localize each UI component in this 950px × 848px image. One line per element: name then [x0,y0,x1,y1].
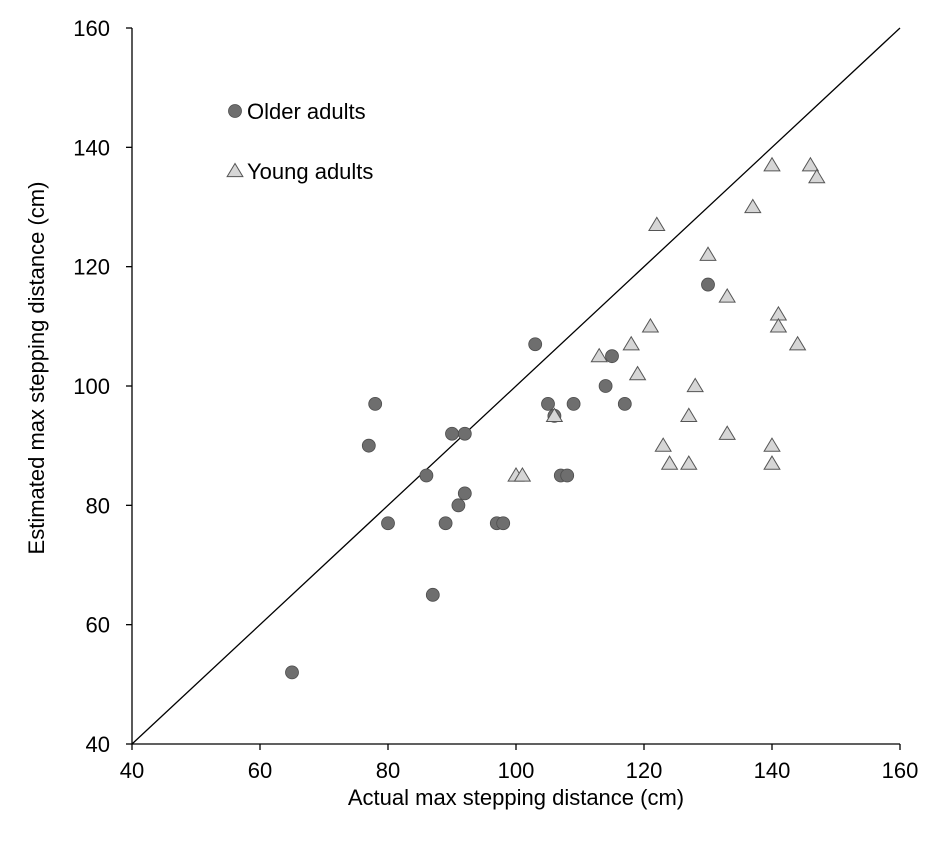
data-point [541,396,555,411]
y-axis-title: Estimated max stepping distance (cm) [24,182,49,555]
data-point [660,455,679,470]
x-tick-label: 60 [248,758,272,783]
data-point [451,498,466,513]
data-point [763,455,781,470]
legend-label: Older adults [247,99,366,124]
data-point [686,377,704,393]
y-tick-label: 120 [73,255,110,280]
data-point [808,168,826,184]
data-point [566,396,581,411]
x-tick-label: 40 [120,758,144,783]
x-axis-title: Actual max stepping distance (cm) [348,785,684,810]
plot-area [131,27,901,745]
data-point [590,347,608,363]
identity-line [131,27,901,745]
y-axis-ticks: 40 60 80 100 120 140 160 [73,16,132,757]
data-point [438,516,453,531]
data-point [445,426,459,441]
data-point [718,288,736,303]
data-point [763,437,781,452]
data-point [457,426,472,441]
data-point [701,277,715,292]
data-point [419,468,434,483]
x-axis-ticks: 40 60 80 100 120 140 160 [120,744,919,783]
y-tick-label: 60 [86,613,110,638]
legend: Older adults Young adults [226,99,373,184]
legend-label: Young adults [247,159,373,184]
data-point [381,516,395,531]
x-tick-label: 160 [882,758,919,783]
data-point [769,317,788,333]
data-point [368,396,383,411]
x-tick-label: 100 [498,758,535,783]
data-point [598,379,613,393]
x-tick-label: 140 [754,758,791,783]
legend-item: Young adults [226,159,373,184]
data-point [641,317,660,333]
data-point [648,216,666,232]
series-older-adults [285,277,715,680]
data-point [699,246,717,261]
data-point [528,337,543,352]
data-point [622,335,640,351]
series-young-adults [507,156,826,482]
triangle-marker-icon [226,162,244,178]
data-point [680,407,698,422]
data-points [285,156,826,680]
data-point [513,467,532,482]
data-point [788,335,807,351]
data-point [361,438,376,453]
data-point [605,349,619,364]
y-tick-label: 140 [73,135,110,160]
data-point [457,486,472,501]
data-point [801,156,820,172]
data-point [718,425,736,440]
data-point [425,587,440,602]
x-tick-label: 80 [376,758,400,783]
data-point [285,665,299,680]
data-point [496,516,511,531]
data-point [654,437,672,452]
data-point [763,156,781,172]
x-tick-label: 120 [626,758,663,783]
data-point [744,198,762,214]
data-point [680,455,698,470]
y-tick-label: 100 [73,374,110,399]
data-point [545,407,564,422]
legend-item: Older adults [228,99,366,124]
y-tick-label: 40 [86,732,110,757]
data-point [617,396,632,411]
circle-marker-icon [228,104,242,118]
y-tick-label: 80 [86,493,110,518]
data-point [560,468,575,483]
data-point [628,365,647,381]
y-tick-label: 160 [73,16,110,41]
